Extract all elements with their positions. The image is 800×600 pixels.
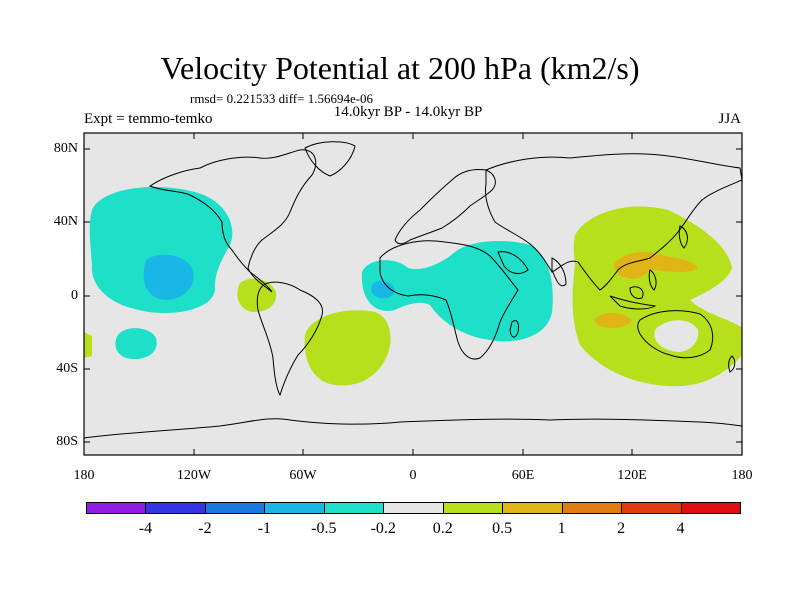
lon-label-60e: 60E: [511, 468, 535, 483]
colorbar-segment: [680, 502, 741, 514]
lat-label-40n: 40N: [53, 214, 78, 229]
colorbar-label: 4: [676, 520, 685, 537]
coastline-australia: [637, 310, 714, 359]
coastlines: [84, 141, 742, 439]
colorbar-label: 0.5: [492, 520, 513, 537]
lon-label-0: 0: [409, 468, 417, 483]
contour-fields: [84, 186, 742, 387]
coastline-europe: [394, 169, 496, 245]
lon-label-60w: 60W: [289, 468, 317, 483]
colorbar-segment: [561, 502, 623, 514]
lon-label-180e: 180: [731, 468, 753, 483]
colorbar-segment: [323, 502, 385, 514]
contour-negative-atlantic-core: [371, 280, 395, 299]
lon-label-120w: 120W: [176, 468, 212, 483]
coastline-indonesia: [609, 295, 657, 310]
coastline-asia: [485, 153, 742, 291]
colorbar-segment: [502, 502, 563, 514]
coastline-india: [551, 257, 567, 287]
contour-positive-south-america: [237, 278, 277, 313]
colorbar-segment: [86, 502, 147, 514]
contour-positive-core-south: [595, 312, 632, 328]
coastline-south-america: [256, 281, 324, 397]
lon-label-180w: 180: [73, 468, 95, 483]
colorbar-segment: [145, 502, 206, 514]
coastline-north-america: [148, 149, 317, 293]
rmsd-diff-stats: rmsd= 0.221533 diff= 1.56694e-06: [190, 91, 374, 106]
colorbar-label: -1: [257, 520, 272, 537]
colorbar-segment: [383, 502, 444, 514]
coastline-greenland: [304, 141, 356, 177]
colorbar-label: -4: [138, 520, 153, 537]
colorbar-label: 2: [617, 520, 626, 537]
lat-label-40s: 40S: [56, 361, 78, 376]
contour-positive-east-atlantic-edge: [84, 332, 92, 358]
contour-positive-south-atlantic: [304, 310, 391, 386]
coastline-japan: [678, 225, 688, 249]
coastline-antarctica: [84, 418, 742, 439]
colorbar-segment: [204, 502, 266, 514]
colorbar-segment: [442, 502, 504, 514]
lat-label-0: 0: [71, 288, 78, 303]
coastline-new-zealand: [728, 355, 736, 373]
contour-positive-indo-pacific: [572, 206, 742, 387]
contour-negative-atlantic-africa: [361, 240, 553, 342]
coastline-philippines: [648, 269, 657, 291]
axis-ticks: [84, 133, 742, 455]
colorbar-label: -2: [198, 520, 212, 537]
lat-label-80n: 80N: [53, 141, 78, 156]
season-label: JJA: [718, 111, 741, 127]
colorbar: [86, 502, 741, 516]
contour-gap-australia: [654, 320, 699, 352]
contour-negative-pacific: [89, 186, 233, 314]
experiment-comparison: 14.0kyr BP - 14.0kyr BP: [333, 104, 483, 120]
colorbar-label: -0.2: [370, 520, 396, 537]
contour-negative-pacific-core: [143, 254, 194, 300]
colorbar-label: 1: [557, 520, 566, 537]
experiment-label: Expt = temmo-temko: [84, 111, 213, 127]
plot-title: Velocity Potential at 200 hPa (km2/s): [160, 50, 640, 86]
contour-negative-south-pacific: [115, 328, 157, 360]
coastline-africa: [379, 240, 519, 360]
colorbar-segment: [621, 502, 682, 514]
contour-positive-core-north: [614, 252, 698, 279]
lat-label-80s: 80S: [56, 434, 78, 449]
colorbar-label: 0.2: [432, 520, 453, 537]
colorbar-label: -0.5: [311, 520, 337, 537]
coastline-borneo: [629, 286, 644, 299]
coastline-arabia: [497, 251, 529, 274]
lon-label-120e: 120E: [617, 468, 647, 483]
colorbar-segment: [264, 502, 325, 514]
coastline-madagascar: [509, 319, 519, 338]
